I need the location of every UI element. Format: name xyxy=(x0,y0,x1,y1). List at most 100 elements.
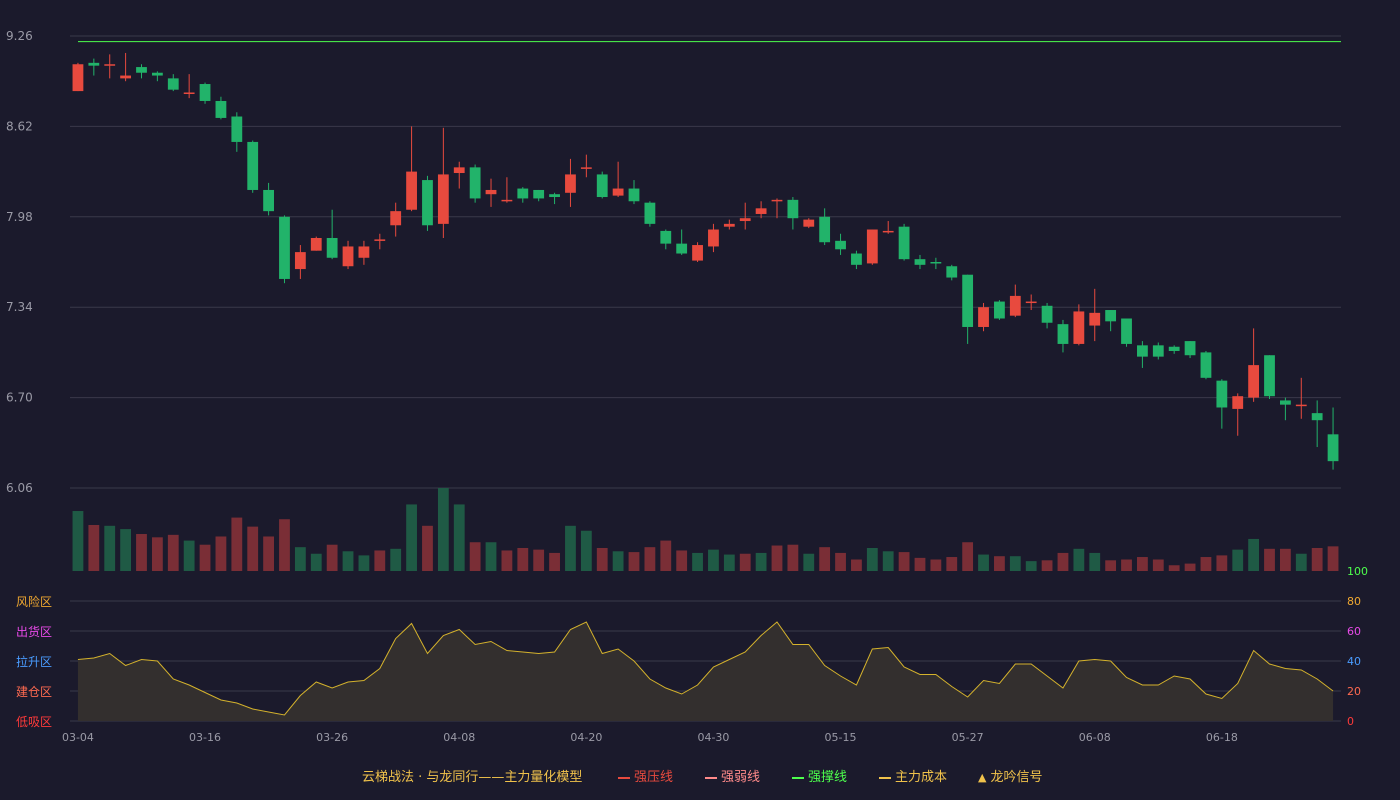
candle-body xyxy=(1327,434,1339,462)
volume-bar xyxy=(612,551,624,571)
candle-body xyxy=(962,274,974,327)
legend-item-dragon-signal[interactable]: ▲ 龙吟信号 xyxy=(978,766,1042,785)
legend-item-main-cost[interactable]: 主力成本 xyxy=(879,766,947,785)
chart-legend: 云梯战法 · 与龙同行——主力量化模型 强压线 强弱线 强撑线 主力成本 ▲ 龙吟… xyxy=(0,766,1400,786)
candle-body xyxy=(1025,301,1037,304)
volume-bar xyxy=(533,549,545,571)
volume-bar xyxy=(167,534,179,571)
volume-bar xyxy=(994,556,1005,571)
candle-body xyxy=(1057,324,1069,344)
volume-bar xyxy=(946,557,958,571)
candle-body xyxy=(771,199,783,202)
volume-bar xyxy=(1184,563,1196,571)
zone-label: 低吸区 xyxy=(16,715,52,729)
volume-bar xyxy=(104,525,116,571)
candle-body xyxy=(1200,352,1212,378)
volume-bar xyxy=(231,517,243,571)
indicator-tick-label: 20 xyxy=(1347,685,1361,698)
candle-body xyxy=(501,199,513,202)
legend-item-strength-line[interactable]: 强弱线 xyxy=(705,766,760,785)
candle-layer xyxy=(72,41,1341,470)
volume-bar xyxy=(326,544,338,571)
candle-body xyxy=(1295,404,1307,407)
date-tick-label: 04-30 xyxy=(697,731,729,744)
indicator-tick-label: 0 xyxy=(1347,715,1354,728)
zone-label: 风险区 xyxy=(16,594,52,609)
volume-bar xyxy=(755,552,767,571)
legend-item-support-line[interactable]: 强撑线 xyxy=(792,766,847,785)
candle-body xyxy=(978,307,989,327)
date-tick-label: 03-04 xyxy=(62,731,94,744)
candle-body xyxy=(580,167,592,169)
candle-body xyxy=(1232,396,1244,409)
volume-bar xyxy=(882,551,894,571)
date-tick-label: 05-27 xyxy=(952,731,984,744)
volume-bar xyxy=(151,537,163,571)
volume-bar xyxy=(183,540,195,571)
volume-bar xyxy=(835,552,846,571)
candle-body xyxy=(485,189,497,195)
volume-bar xyxy=(660,540,672,571)
volume-bar xyxy=(978,554,989,571)
volume-bar xyxy=(279,519,290,571)
candle-body xyxy=(1137,345,1148,357)
volume-bar xyxy=(1327,546,1339,571)
line-swatch-icon xyxy=(792,776,804,779)
volume-bar xyxy=(1152,559,1164,571)
volume-bar xyxy=(1264,548,1275,571)
volume-bar xyxy=(1105,560,1117,571)
volume-bar xyxy=(739,553,751,571)
candle-body xyxy=(88,62,100,66)
volume-bar xyxy=(1041,560,1053,571)
volume-bar xyxy=(1279,548,1291,571)
indicator-line xyxy=(77,621,1334,716)
date-tick-label: 04-20 xyxy=(570,731,602,744)
volume-bar xyxy=(120,529,132,571)
zone-label: 拉升区 xyxy=(16,654,52,669)
volume-bar xyxy=(708,549,719,571)
indicator-tick-label: 40 xyxy=(1347,655,1361,668)
candle-body xyxy=(994,301,1005,319)
volume-bar xyxy=(565,525,576,571)
candle-body xyxy=(279,216,290,279)
candle-body xyxy=(422,180,433,226)
volume-bar xyxy=(676,550,688,571)
candle-body xyxy=(596,174,608,198)
zone-label: 出货区 xyxy=(16,624,52,639)
candle-body xyxy=(326,237,338,258)
candle-body xyxy=(1216,380,1228,408)
volume-bar xyxy=(1248,538,1260,571)
volume-bar xyxy=(851,559,862,571)
candle-body xyxy=(310,237,322,251)
candle-body xyxy=(739,218,751,222)
volume-bar xyxy=(628,552,640,571)
volume-bar xyxy=(374,550,386,571)
volume-bar xyxy=(1009,556,1021,571)
candle-body xyxy=(437,174,449,224)
candle-body xyxy=(1184,341,1196,356)
volume-bar xyxy=(310,553,322,571)
candle-body xyxy=(358,246,370,258)
candle-body xyxy=(406,171,417,210)
price-tick-label: 9.26 xyxy=(6,29,33,43)
candle-body xyxy=(390,211,402,226)
candle-body xyxy=(819,216,831,243)
line-swatch-icon xyxy=(618,776,630,779)
indicator-tick-label: 100 xyxy=(1347,565,1368,578)
volume-bar xyxy=(914,557,926,571)
legend-item-pressure-line[interactable]: 强压线 xyxy=(618,766,673,785)
candle-body xyxy=(199,84,211,101)
date-tick-label: 04-08 xyxy=(443,731,475,744)
indicator-layer xyxy=(77,621,1334,721)
volume-bar xyxy=(437,488,449,571)
dashed-line-swatch-icon xyxy=(879,776,891,779)
volume-bar xyxy=(930,559,942,571)
grid-layer xyxy=(70,35,1341,722)
candle-body xyxy=(723,223,735,227)
candle-body xyxy=(104,64,116,66)
volume-bar xyxy=(819,547,831,571)
candle-body xyxy=(803,219,815,227)
candle-body xyxy=(231,116,243,142)
candle-body xyxy=(1089,312,1101,326)
